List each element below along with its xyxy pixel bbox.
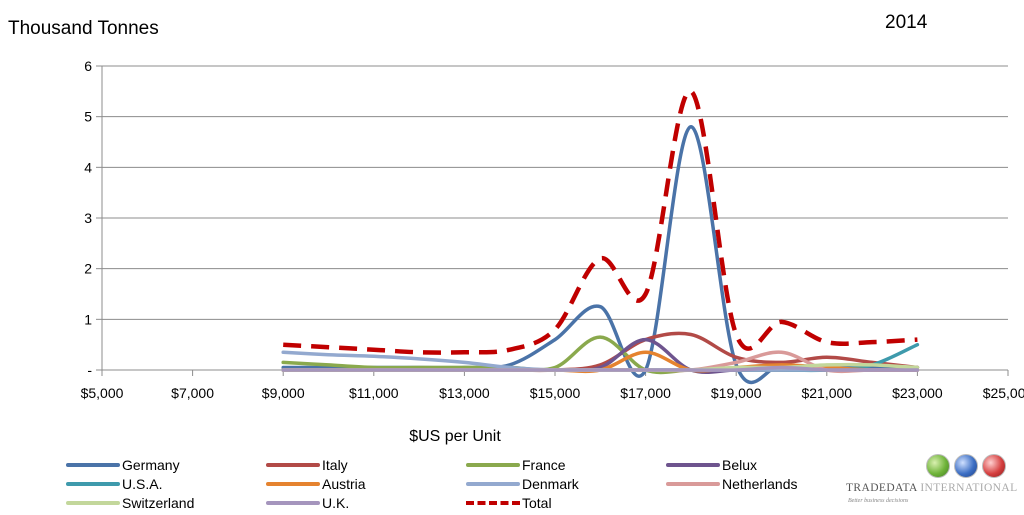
- y-tick-label: -: [87, 362, 92, 378]
- legend-item-switzerland: Switzerland: [66, 494, 194, 512]
- legend-label: Switzerland: [122, 495, 195, 511]
- y-tick-label: 3: [84, 210, 92, 226]
- legend-label: Germany: [122, 457, 180, 473]
- legend-item-u-k: U.K.: [266, 494, 349, 512]
- legend-item-u-s-a: U.S.A.: [66, 475, 162, 493]
- legend-label: Netherlands: [722, 476, 798, 492]
- x-tick-label: $15,000: [530, 385, 581, 401]
- series-lines: [281, 89, 920, 385]
- series-line-germany: [281, 125, 920, 385]
- legend-swatch: [666, 482, 720, 486]
- legend-label: U.S.A.: [122, 476, 163, 492]
- x-tick-label: $11,000: [349, 385, 399, 401]
- y-tick-label: 1: [84, 311, 92, 327]
- legend-swatch: [466, 463, 520, 467]
- legend-label: Total: [522, 495, 552, 511]
- legend-swatch: [466, 501, 520, 505]
- logo-tagline: Better business decisions: [848, 498, 909, 504]
- legend-swatch: [266, 463, 320, 467]
- tradedata-logo: TRADEDATA INTERNATIONAL Better business …: [846, 452, 1018, 512]
- legend-swatch: [466, 482, 520, 486]
- y-axis-label: Thousand Tonnes: [8, 18, 159, 39]
- legend-item-italy: Italy: [266, 456, 348, 474]
- series-line-total: [283, 89, 918, 355]
- tick-labels: - 1 2 3 4 5 6 $5,000 $7,000 $9,000 $11,000 $13,000 $…: [81, 58, 1024, 401]
- x-tick-label: $23,000: [892, 385, 943, 401]
- legend-label: Italy: [322, 457, 348, 473]
- green-globe-icon: [926, 454, 950, 478]
- legend-swatch: [266, 482, 320, 486]
- legend-swatch: [66, 482, 120, 486]
- x-tick-label: $19,000: [711, 385, 762, 401]
- legend-item-germany: Germany: [66, 456, 180, 474]
- red-globe-icon: [982, 454, 1006, 478]
- legend-label: Denmark: [522, 476, 579, 492]
- x-tick-label: $13,000: [439, 385, 490, 401]
- logo-wordmark: TRADEDATA INTERNATIONAL: [846, 482, 1018, 494]
- legend-label: France: [522, 457, 566, 473]
- legend-label: Austria: [322, 476, 366, 492]
- legend-item-france: France: [466, 456, 566, 474]
- globe-icons: [926, 454, 1006, 478]
- y-tick-label: 6: [84, 58, 92, 74]
- x-tick-label: $17,000: [620, 385, 671, 401]
- legend-swatch: [266, 501, 320, 505]
- y-tick-label: 4: [84, 159, 92, 175]
- legend-item-total: Total: [466, 494, 552, 512]
- legend-swatch: [66, 463, 120, 467]
- x-tick-label: $21,000: [801, 385, 852, 401]
- y-tick-label: 2: [84, 261, 92, 277]
- y-tick-label: 5: [84, 109, 92, 125]
- legend-item-belux: Belux: [666, 456, 757, 474]
- x-tick-label: $5,000: [81, 385, 124, 401]
- x-tick-label: $7,000: [171, 385, 214, 401]
- legend-label: U.K.: [322, 495, 350, 511]
- series-line-u-k: [281, 365, 920, 372]
- x-axis-label: $US per Unit: [409, 428, 501, 445]
- chart-plot: - 1 2 3 4 5 6 $5,000 $7,000 $9,000 $11,000 $13,000 $…: [81, 58, 1024, 401]
- legend-swatch: [666, 463, 720, 467]
- legend-item-austria: Austria: [266, 475, 366, 493]
- x-tick-label: $25,000: [983, 385, 1024, 401]
- year-label: 2014: [885, 12, 928, 33]
- legend-label: Belux: [722, 457, 758, 473]
- legend-item-denmark: Denmark: [466, 475, 579, 493]
- legend-swatch: [66, 501, 120, 505]
- gridlines: [102, 65, 1008, 320]
- legend-item-netherlands: Netherlands: [666, 475, 798, 493]
- x-tick-label: $9,000: [262, 385, 305, 401]
- blue-globe-icon: [954, 454, 978, 478]
- axes: [96, 65, 1009, 376]
